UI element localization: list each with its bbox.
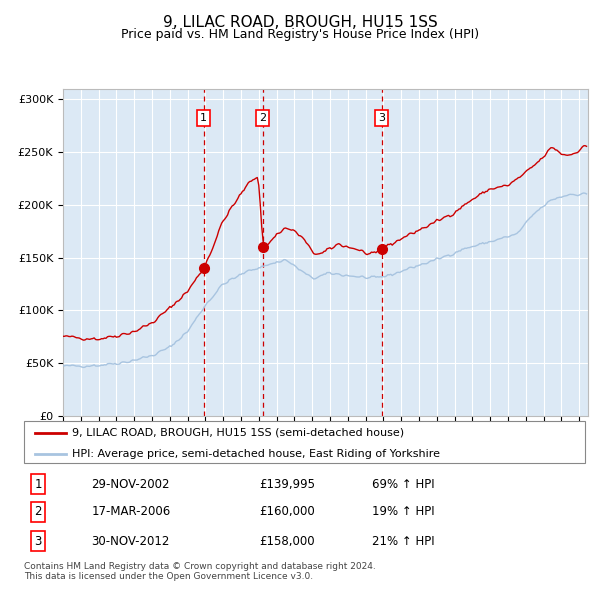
Text: Contains HM Land Registry data © Crown copyright and database right 2024.
This d: Contains HM Land Registry data © Crown c… — [24, 562, 376, 581]
FancyBboxPatch shape — [24, 421, 585, 463]
Text: 30-NOV-2012: 30-NOV-2012 — [91, 535, 170, 548]
Text: £139,995: £139,995 — [260, 478, 316, 491]
Text: £160,000: £160,000 — [260, 505, 316, 519]
Text: 3: 3 — [378, 113, 385, 123]
Text: 69% ↑ HPI: 69% ↑ HPI — [372, 478, 434, 491]
Text: 2: 2 — [259, 113, 266, 123]
Text: 17-MAR-2006: 17-MAR-2006 — [91, 505, 170, 519]
Text: 9, LILAC ROAD, BROUGH, HU15 1SS (semi-detached house): 9, LILAC ROAD, BROUGH, HU15 1SS (semi-de… — [71, 428, 404, 438]
Text: 1: 1 — [34, 478, 42, 491]
Text: HPI: Average price, semi-detached house, East Riding of Yorkshire: HPI: Average price, semi-detached house,… — [71, 449, 440, 459]
Text: 2: 2 — [34, 505, 42, 519]
Text: Price paid vs. HM Land Registry's House Price Index (HPI): Price paid vs. HM Land Registry's House … — [121, 28, 479, 41]
Text: 21% ↑ HPI: 21% ↑ HPI — [372, 535, 434, 548]
Text: 29-NOV-2002: 29-NOV-2002 — [91, 478, 170, 491]
Text: 1: 1 — [200, 113, 207, 123]
Text: 3: 3 — [34, 535, 42, 548]
Text: 9, LILAC ROAD, BROUGH, HU15 1SS: 9, LILAC ROAD, BROUGH, HU15 1SS — [163, 15, 437, 30]
Text: £158,000: £158,000 — [260, 535, 315, 548]
Text: 19% ↑ HPI: 19% ↑ HPI — [372, 505, 434, 519]
